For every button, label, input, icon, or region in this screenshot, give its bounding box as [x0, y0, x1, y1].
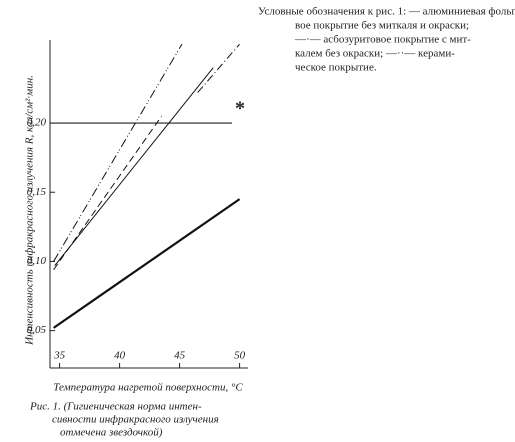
x-axis-label: Температура нагретой поверхности, °С [53, 382, 243, 394]
x-tick-label: 45 [174, 350, 186, 362]
x-tick-label: 40 [114, 350, 126, 362]
series-line [54, 67, 214, 266]
y-tick-label: 0,20 [27, 117, 47, 129]
series-line [53, 115, 163, 271]
y-tick-label: 0,10 [27, 255, 47, 267]
series-line [197, 43, 240, 93]
caption-line: отмечена звездочкой) [60, 427, 163, 439]
caption-line: Рис. 1. (Гигиеническая норма интен- [29, 401, 202, 413]
series-line [53, 43, 183, 262]
y-tick-label: 0,15 [27, 186, 47, 198]
y-tick-label: 0,05 [27, 324, 47, 336]
legend-line: Условные обозначения к рис. 1: — алюмини… [258, 6, 515, 18]
norm-marker: * [235, 98, 245, 120]
series-line [52, 198, 241, 329]
legend-line: —·— асбозуритовое покрытие с мит- [294, 34, 471, 46]
legend-line: калем без окраски; —··— керами- [295, 48, 455, 60]
x-tick-label: 50 [234, 350, 246, 362]
y-axis-label: Интенсивность инфракрасного излучения R,… [24, 75, 36, 346]
x-tick-label: 35 [53, 350, 66, 362]
caption-line: сивности инфракрасного излучения [52, 414, 219, 426]
legend-line: ческое покрытие. [295, 62, 377, 74]
legend-line: вое покрытие без миткаля и окраски; [295, 20, 469, 32]
